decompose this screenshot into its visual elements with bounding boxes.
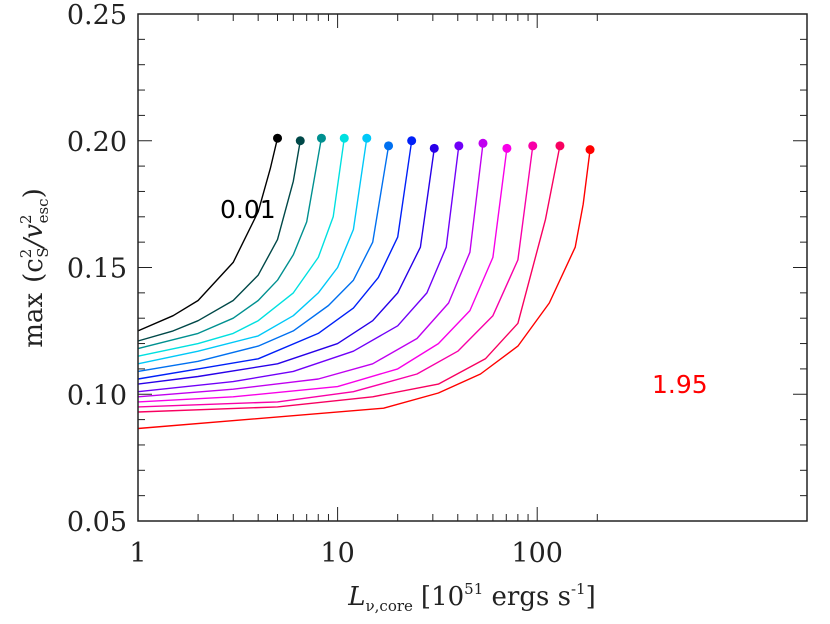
- series-lines: [137, 138, 591, 430]
- x-tick-label: 1: [129, 538, 146, 569]
- series-line: [137, 138, 323, 350]
- series-line: [137, 143, 484, 398]
- y-axis-title: max(c2S/v2esc): [17, 188, 52, 348]
- x-axis-title: Lν,core [1051 ergs s-1]: [347, 580, 595, 615]
- endpoint-marker: [316, 133, 326, 143]
- endpoint-marker: [295, 136, 305, 146]
- y-tick-label: 0.15: [67, 254, 127, 285]
- series-line: [137, 149, 591, 430]
- series-line: [137, 145, 460, 393]
- series-line: [137, 138, 368, 365]
- series-line: [137, 148, 508, 403]
- endpoint-marker: [407, 136, 417, 146]
- endpoint-marker: [454, 141, 464, 151]
- y-tick-label: 0.05: [67, 507, 127, 538]
- series-endpoints: [273, 133, 595, 155]
- endpoint-marker: [555, 141, 565, 151]
- axis-ticks: [138, 13, 807, 522]
- endpoint-marker: [478, 138, 488, 148]
- endpoint-marker: [429, 143, 439, 153]
- series-line: [137, 140, 413, 380]
- y-tick-label: 0.20: [67, 127, 127, 158]
- endpoint-marker: [339, 133, 349, 143]
- x-tick-label: 100: [511, 538, 563, 569]
- y-tick-label: 0.10: [67, 380, 127, 411]
- series-line: [137, 148, 435, 385]
- endpoint-marker: [384, 141, 394, 151]
- annotation-low-value: 0.01: [220, 195, 276, 224]
- series-line: [137, 140, 301, 342]
- x-tick-label: 10: [320, 538, 354, 569]
- endpoint-marker: [528, 141, 538, 151]
- series-line: [137, 145, 561, 413]
- series-line: [137, 138, 279, 332]
- axis-tick-labels: 1 10 100 0.05 0.10 0.15 0.20 0.25: [67, 0, 563, 569]
- endpoint-marker: [585, 145, 595, 155]
- series-line: [137, 145, 390, 373]
- y-tick-label: 0.25: [67, 0, 127, 31]
- endpoint-marker: [362, 133, 372, 143]
- endpoint-marker: [273, 133, 283, 143]
- series-line: [137, 145, 534, 408]
- plot-frame: [137, 13, 808, 522]
- annotation-high-value: 1.95: [652, 370, 708, 399]
- endpoint-marker: [502, 143, 512, 153]
- series-line: [137, 138, 345, 357]
